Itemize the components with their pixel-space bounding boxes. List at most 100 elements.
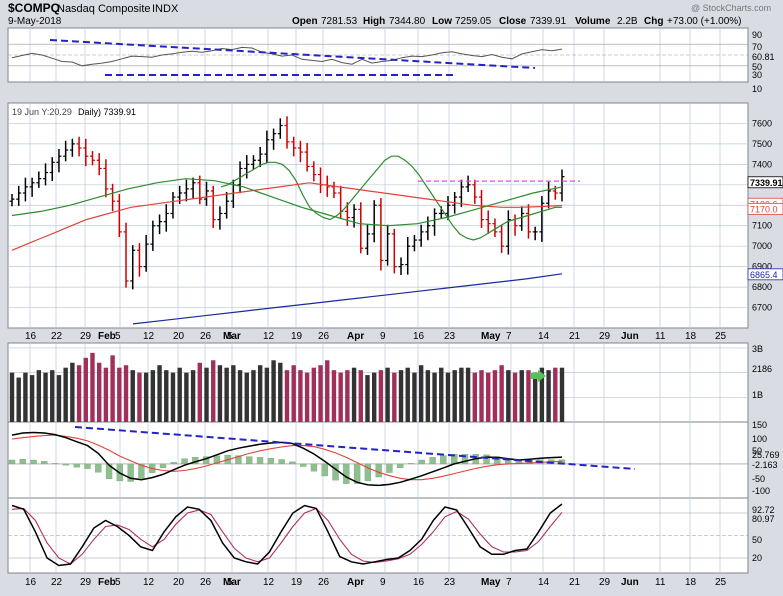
volume-bar bbox=[56, 375, 62, 422]
index-name: Nasdaq Composite bbox=[57, 3, 151, 15]
macd-histogram-bar bbox=[246, 456, 253, 465]
volume-bar bbox=[358, 370, 363, 422]
price-y-tick: 7600 bbox=[752, 118, 772, 128]
x-tick-label-mid: May bbox=[481, 331, 501, 342]
panel-macd-bg bbox=[7, 421, 749, 499]
rsi-y-tick: 90 bbox=[752, 30, 762, 40]
macd-y-tick: 25.769 bbox=[752, 450, 780, 460]
x-tick-label-bottom: 16 bbox=[25, 577, 37, 588]
x-tick-label-bottom: Jun bbox=[621, 577, 639, 588]
price-label: 7339.91 bbox=[750, 178, 783, 188]
macd-y-tick: -2.163 bbox=[752, 460, 778, 470]
macd-histogram-bar bbox=[310, 463, 318, 472]
macd-histogram-bar bbox=[418, 459, 425, 465]
volume-bar bbox=[345, 370, 350, 422]
volume-y-tick: 1B bbox=[752, 390, 763, 400]
volume-bar bbox=[9, 372, 15, 422]
volume-bar bbox=[445, 372, 451, 422]
volume-bar bbox=[117, 367, 122, 422]
x-tick-label-mid: 29 bbox=[599, 331, 611, 342]
volume-bar bbox=[251, 370, 256, 422]
volume-bar bbox=[398, 370, 404, 422]
stoch-y-tick: 50 bbox=[752, 535, 762, 545]
macd-histogram-bar bbox=[213, 455, 221, 465]
volume-bar bbox=[385, 367, 390, 422]
ma50-line bbox=[11, 182, 563, 251]
volume-bar bbox=[472, 372, 478, 422]
rsi-y-tick: 50 bbox=[752, 62, 762, 72]
stoch-slow-line bbox=[11, 507, 563, 565]
volume-bar bbox=[50, 370, 55, 422]
stoch-y-tick: 80.97 bbox=[752, 514, 775, 524]
macd-histogram-bar bbox=[41, 461, 48, 465]
volume-bar bbox=[83, 357, 88, 422]
volume-bar bbox=[546, 370, 551, 422]
volume-bar bbox=[519, 370, 524, 422]
macd-histogram-bar bbox=[494, 456, 501, 465]
volume-bar bbox=[278, 362, 283, 422]
ma20-line bbox=[220, 155, 562, 241]
exchange-label: INDX bbox=[152, 3, 179, 15]
volume-bar bbox=[365, 375, 370, 422]
volume-bar bbox=[36, 370, 42, 422]
price-label-box bbox=[747, 268, 783, 281]
volume-bar bbox=[425, 370, 431, 422]
volume-label: Volume bbox=[575, 16, 611, 27]
macd-y-tick: 50 bbox=[752, 446, 762, 456]
macd-histogram-bar bbox=[321, 463, 328, 477]
stoch-y-tick: 92.72 bbox=[752, 505, 775, 515]
symbol-label: $COMPQ bbox=[8, 1, 60, 15]
volume-bar bbox=[459, 367, 464, 422]
volume-bar bbox=[318, 365, 323, 422]
panel-price-bg bbox=[7, 102, 749, 329]
x-tick-label-bottom: 5 bbox=[227, 577, 233, 588]
macd-signal-line bbox=[11, 434, 563, 481]
volume-bar bbox=[170, 372, 176, 422]
volume-bar bbox=[432, 372, 437, 422]
macd-y-tick: -50 bbox=[752, 474, 765, 484]
price-y-tick: 7500 bbox=[752, 139, 772, 149]
macd-histogram-bar bbox=[440, 455, 447, 465]
stoch-fast-line bbox=[11, 503, 563, 567]
volume-bar bbox=[479, 370, 484, 422]
volume-bar bbox=[137, 372, 142, 422]
x-tick-label-mid: 12 bbox=[263, 331, 275, 342]
x-tick-label-bottom: 14 bbox=[538, 577, 550, 588]
volume-bar bbox=[237, 370, 243, 422]
rsi-y-tick: 70 bbox=[752, 42, 762, 52]
price-y-tick: 6700 bbox=[752, 303, 772, 313]
macd-histogram-bar bbox=[278, 459, 285, 465]
x-tick-label-mid: Feb bbox=[98, 331, 116, 342]
macd-histogram-bar bbox=[62, 463, 70, 466]
volume-bar bbox=[418, 365, 424, 422]
x-tick-label-bottom: 7 bbox=[506, 577, 512, 588]
macd-histogram-bar bbox=[127, 463, 134, 482]
open-label: Open bbox=[292, 16, 318, 27]
rsi-y-tick: 60.81 bbox=[752, 52, 775, 62]
x-tick-label-bottom: 5 bbox=[115, 577, 121, 588]
macd-histogram-bar bbox=[397, 463, 404, 469]
low-value: 7259.05 bbox=[455, 16, 492, 27]
rsi-line bbox=[11, 46, 563, 67]
volume-bar bbox=[157, 365, 162, 422]
volume-bar bbox=[304, 372, 310, 422]
macd-y-tick: 150 bbox=[752, 420, 767, 430]
volume-bar bbox=[16, 377, 21, 422]
x-tick-label-mid: 23 bbox=[444, 331, 456, 342]
price-y-tick: 6900 bbox=[752, 262, 772, 272]
macd-histogram-bar bbox=[84, 463, 91, 469]
watermark: @ StockCharts.com bbox=[691, 3, 771, 13]
x-tick-label-mid: 26 bbox=[318, 331, 330, 342]
volume-bar bbox=[204, 367, 209, 422]
macd-histogram-bar bbox=[461, 454, 469, 465]
volume-bar bbox=[338, 372, 343, 422]
macd-y-tick: 100 bbox=[752, 434, 767, 444]
macd-histogram-bar bbox=[386, 463, 393, 473]
macd-histogram-bar bbox=[235, 455, 242, 465]
price-y-tick: 6800 bbox=[752, 282, 772, 292]
volume-bar bbox=[559, 367, 565, 422]
volume-y-tick: 2186 bbox=[752, 364, 772, 374]
chg-label: Chg bbox=[644, 16, 663, 27]
x-tick-label-mid: 19 bbox=[291, 331, 303, 342]
